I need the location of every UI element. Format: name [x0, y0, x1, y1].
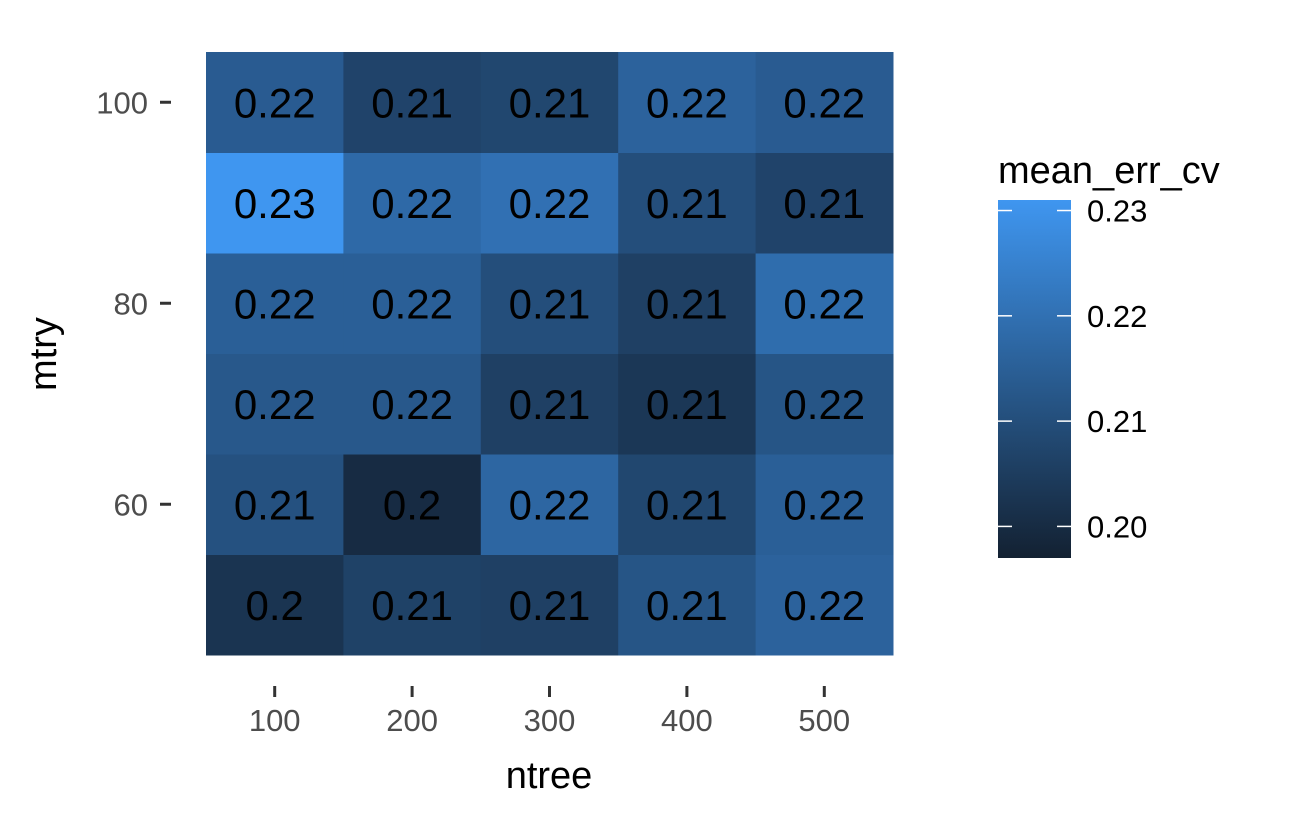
cell-value-label: 0.2: [246, 582, 304, 629]
heatmap-cell: [755, 152, 894, 254]
cell-value-label: 0.21: [646, 582, 728, 629]
heatmap-cell: [206, 554, 344, 656]
heatmap-cell: [618, 152, 757, 254]
heatmap-cell: [480, 52, 619, 153]
cell-value-label: 0.21: [646, 180, 728, 227]
x-tick-label: 500: [798, 703, 850, 738]
heatmap-cell: [618, 253, 757, 354]
x-axis: 100 200 300 400 500: [249, 686, 850, 738]
color-legend: mean_err_cv 0.20 0.21 0.22 0.23: [998, 150, 1220, 558]
cell-value-label: 0.22: [646, 79, 728, 126]
cell-value-labels: 0.2 0.21 0.21 0.21 0.22 0.21 0.2 0.22 0.21 0.22 0.…: [234, 79, 865, 629]
heatmap-cell: [343, 152, 482, 254]
cell-value-label: 0.22: [234, 280, 316, 327]
cell-value-label: 0.21: [646, 481, 728, 528]
cell-value-label: 0.21: [509, 582, 591, 629]
heatmap-cell: [618, 554, 757, 656]
heatmap-cell: [618, 353, 757, 455]
legend-tick-label: 0.20: [1087, 509, 1147, 544]
legend-colorbar: [998, 200, 1071, 558]
cell-value-label: 0.21: [646, 280, 728, 327]
cell-value-label: 0.21: [646, 381, 728, 428]
heatmap-cell: [480, 253, 619, 354]
y-tick-label: 60: [114, 487, 148, 522]
heatmap-cell: [206, 253, 344, 354]
heatmap-cell: [618, 454, 757, 555]
heatmap-cell: [343, 353, 482, 455]
heatmap-cell: [343, 554, 482, 656]
cell-value-label: 0.23: [234, 180, 316, 227]
y-axis-title: mtry: [23, 317, 65, 391]
cell-value-label: 0.22: [234, 381, 316, 428]
cell-value-label: 0.22: [509, 180, 591, 227]
heatmap-cell: [206, 152, 344, 254]
heatmap-cell: [206, 52, 344, 153]
cell-value-label: 0.21: [371, 79, 453, 126]
heatmap-cell: [480, 152, 619, 254]
cell-value-label: 0.21: [509, 79, 591, 126]
heatmap-cell: [206, 454, 344, 555]
cell-value-label: 0.21: [234, 481, 316, 528]
heatmap-cells: [206, 52, 894, 656]
heatmap-cell: [755, 353, 894, 455]
heatmap-cell: [755, 454, 894, 555]
heatmap-cell: [755, 253, 894, 354]
cell-value-label: 0.22: [371, 280, 453, 327]
heatmap-cell: [618, 52, 757, 153]
heatmap-cell: [206, 353, 344, 455]
heatmap-cell: [755, 554, 894, 656]
cell-value-label: 0.22: [783, 582, 865, 629]
heatmap-cell: [343, 52, 482, 153]
y-tick-label: 80: [114, 286, 148, 321]
heatmap-cell: [755, 52, 894, 153]
heatmap-cell: [480, 554, 619, 656]
x-axis-title: ntree: [506, 755, 593, 797]
legend-tick-label: 0.21: [1087, 404, 1147, 439]
legend-title: mean_err_cv: [998, 150, 1220, 192]
x-tick-label: 400: [661, 703, 713, 738]
legend-tick-label: 0.23: [1087, 194, 1147, 229]
x-tick-label: 300: [524, 703, 576, 738]
heatmap-cell: [480, 353, 619, 455]
cell-value-label: 0.21: [509, 280, 591, 327]
y-tick-label: 100: [96, 85, 148, 120]
cell-value-label: 0.22: [783, 381, 865, 428]
heatmap-cell: [343, 454, 482, 555]
cell-value-label: 0.22: [234, 79, 316, 126]
cell-value-label: 0.22: [371, 180, 453, 227]
cell-value-label: 0.21: [371, 582, 453, 629]
x-tick-label: 200: [386, 703, 438, 738]
heatmap-cell: [480, 454, 619, 555]
legend-ticks: 0.20 0.21 0.22 0.23: [998, 194, 1147, 544]
x-tick-label: 100: [249, 703, 301, 738]
cell-value-label: 0.22: [509, 481, 591, 528]
cell-value-label: 0.22: [783, 280, 865, 327]
cell-value-label: 0.22: [783, 79, 865, 126]
cell-value-label: 0.21: [509, 381, 591, 428]
cell-value-label: 0.2: [383, 481, 441, 528]
heatmap-cell: [343, 253, 482, 354]
cell-value-label: 0.21: [783, 180, 865, 227]
y-axis: 60 80 100: [96, 85, 171, 522]
cell-value-label: 0.22: [783, 481, 865, 528]
cell-value-label: 0.22: [371, 381, 453, 428]
legend-tick-label: 0.22: [1087, 299, 1147, 334]
